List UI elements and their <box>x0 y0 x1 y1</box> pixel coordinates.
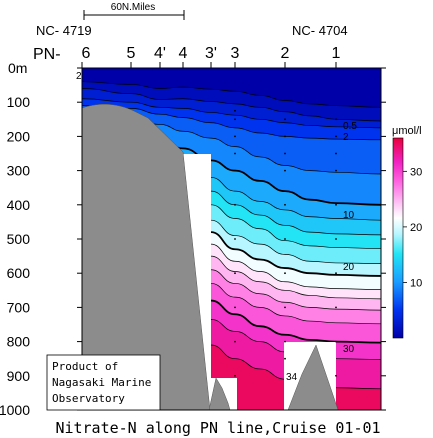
sample-point <box>284 203 286 206</box>
sample-point <box>335 238 337 240</box>
scale-bar: 60N.Miles <box>83 2 185 20</box>
depth-tick-label: 900 <box>7 368 31 384</box>
station-labels: 6 5 4' 4 3' 3 2 1 <box>82 45 341 62</box>
contour-label: 2 <box>343 132 349 143</box>
station-label: 3' <box>205 45 217 62</box>
sample-point <box>335 374 337 377</box>
depth-tick-label: 1000 <box>0 402 30 418</box>
station-label: 4' <box>154 45 166 62</box>
sample-point <box>284 169 286 172</box>
sample-point <box>335 135 337 138</box>
sample-point <box>335 340 337 343</box>
depth-tick-label: 100 <box>7 94 31 110</box>
sample-point <box>234 238 236 240</box>
sample-point <box>234 374 236 377</box>
sample-point <box>284 238 286 240</box>
contour-label: 10 <box>343 210 355 221</box>
line-prefix: PN- <box>33 46 61 63</box>
sample-point <box>234 109 236 112</box>
depth-tick-label: 300 <box>7 163 31 179</box>
sample-point <box>234 340 236 343</box>
sample-point <box>284 152 286 155</box>
depth-tick-label: 200 <box>7 128 31 144</box>
sample-point <box>234 118 236 121</box>
depth-tick-label: 400 <box>7 197 31 213</box>
credit-line-1: Product of <box>52 360 118 373</box>
sample-point <box>335 272 337 275</box>
colorbar-tick-label: 20 <box>410 222 422 234</box>
sample-point <box>284 118 286 121</box>
sample-point <box>234 152 236 155</box>
sample-point <box>335 152 337 155</box>
sample-point <box>284 306 286 309</box>
contour-line <box>82 105 381 141</box>
sample-point <box>284 272 286 275</box>
contour-label: 34 <box>286 372 298 383</box>
sea-bottom <box>81 104 339 411</box>
credit-box: Product of Nagasaki Marine Observatory <box>46 354 161 411</box>
sample-point <box>335 169 337 172</box>
colorbar-ramp <box>392 137 404 339</box>
sample-point <box>234 272 236 275</box>
sample-point <box>335 118 337 121</box>
station-label: 6 <box>82 45 91 62</box>
colorbar-tick-label: 30 <box>410 166 422 178</box>
contour-label: 2 <box>76 71 82 82</box>
station-label: 3 <box>231 45 240 62</box>
credit-line-2: Nagasaki Marine <box>52 376 151 389</box>
contour-line <box>82 88 381 122</box>
sample-point <box>284 357 286 360</box>
depth-tick-label: 500 <box>7 231 31 247</box>
sample-point <box>234 169 236 172</box>
station-label: 5 <box>127 45 136 62</box>
contour-label: 30 <box>343 344 355 355</box>
contour-label: 0.5 <box>343 121 357 132</box>
contour-line <box>82 81 381 108</box>
sample-points <box>234 109 337 377</box>
right-end-label: NC- 4704 <box>292 23 348 38</box>
left-end-label: NC- 4719 <box>36 23 92 38</box>
section-header: 60N.Miles NC- 4719 NC- 4704 PN- 6 5 4' 4 3' 3… <box>33 2 348 63</box>
scale-bar-label: 60N.Miles <box>111 2 155 13</box>
sample-point <box>284 135 286 138</box>
depth-tick-label: 700 <box>7 299 31 315</box>
colorbar-unit: μmol/l <box>392 125 422 137</box>
credit-line-3: Observatory <box>52 392 125 405</box>
station-label: 2 <box>281 45 290 62</box>
colorbar-ticks: 30 20 10 <box>403 166 422 289</box>
depth-axis: 0m 100 200 300 400 500 600 700 800 900 1000 <box>0 60 386 418</box>
contour-line <box>82 98 381 129</box>
station-label: 1 <box>332 45 341 62</box>
station-label: 4 <box>179 45 188 62</box>
sample-point <box>234 203 236 206</box>
depth-tick-label: 600 <box>7 265 31 281</box>
station-ticks <box>81 62 337 68</box>
section-title: Nitrate-N along PN line,Cruise 01-01 <box>55 419 380 437</box>
contour-label: 20 <box>343 262 355 273</box>
sample-point <box>335 306 337 309</box>
sample-point <box>335 203 337 206</box>
depth-tick-label: 800 <box>7 334 31 350</box>
colorbar-tick-label: 10 <box>410 277 422 289</box>
sample-point <box>234 135 236 138</box>
colorbar: μmol/l 30 20 10 <box>392 125 422 339</box>
depth-tick-label: 0m <box>8 60 27 76</box>
sample-point <box>234 306 236 309</box>
sample-point <box>284 340 286 343</box>
